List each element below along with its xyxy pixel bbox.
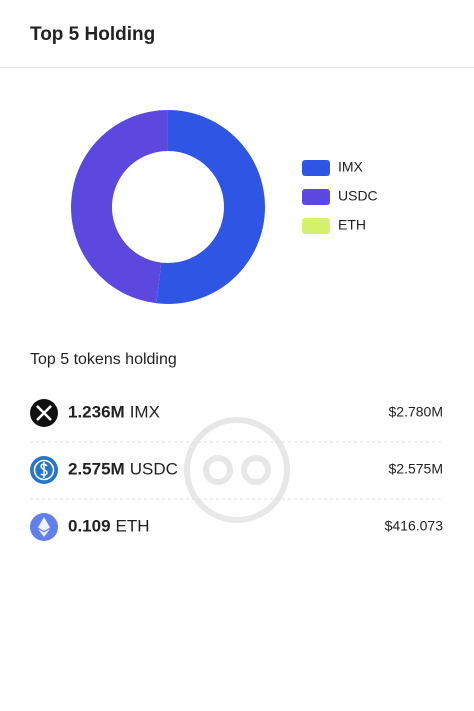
token-usd-value: $416.073 [385,518,444,534]
imx-icon [30,399,58,427]
legend-label: USDC [338,188,378,204]
donut-slice [71,110,168,304]
donut-slice [156,110,266,304]
token-symbol: IMX [130,402,160,421]
legend-swatch [302,218,330,234]
token-amount: 2.575M [68,459,125,478]
token-symbol: ETH [116,516,150,535]
list-title: Top 5 tokens holding [30,351,177,368]
legend-swatch [302,160,330,176]
legend-label: ETH [338,217,366,233]
usdc-icon [30,456,58,484]
token-usd-value: $2.575M [389,461,443,477]
header-title: Top 5 Holding [30,24,155,45]
token-amount: 1.236M [68,402,125,421]
token-amount: 0.109 [68,516,111,535]
token-symbol: USDC [130,459,178,478]
watermark [184,417,290,523]
legend-label: IMX [338,159,364,175]
legend-swatch [302,189,330,205]
eth-icon [30,513,58,541]
token-usd-value: $2.780M [389,404,443,420]
